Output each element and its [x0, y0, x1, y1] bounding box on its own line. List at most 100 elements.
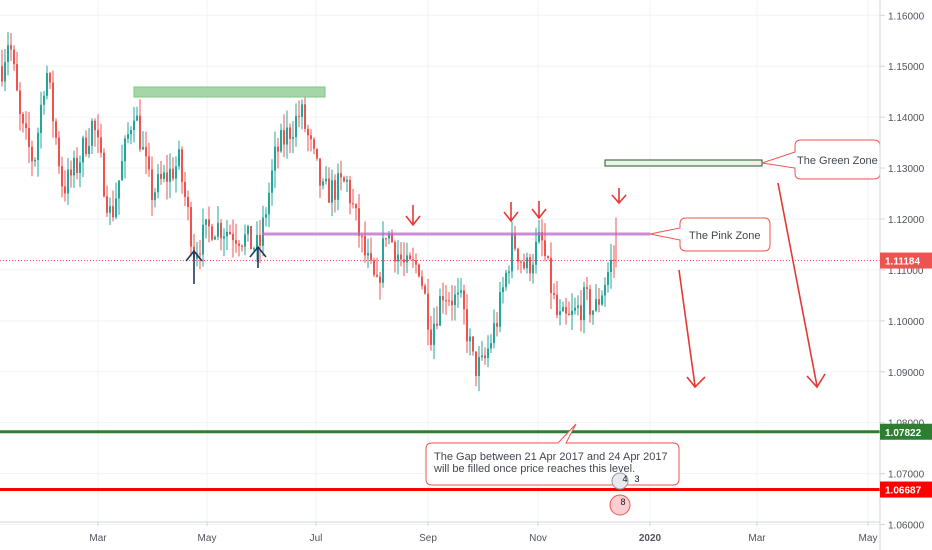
candle-body	[535, 241, 537, 265]
candle-body	[355, 204, 357, 209]
candle-body	[136, 115, 138, 121]
candle-body	[448, 300, 450, 302]
candle-body	[175, 166, 177, 179]
gap-callout-line-2: will be filled once price reaches this l…	[433, 463, 635, 475]
up-arrow-markers	[185, 245, 267, 284]
candle-body	[31, 146, 33, 162]
candle-body	[70, 169, 72, 176]
candle-body	[118, 180, 120, 199]
candle-body	[271, 170, 273, 193]
candle-body	[583, 287, 585, 321]
projection-arrow-1	[678, 269, 706, 389]
candle-body	[34, 160, 36, 162]
candle-body	[298, 116, 300, 118]
candle-body	[259, 235, 261, 246]
candle-body	[472, 336, 474, 352]
candle-body	[100, 137, 102, 153]
y-tick-label: 1.16000	[888, 11, 925, 22]
candle-body	[556, 294, 558, 315]
event-badges[interactable]: 4 3 8	[609, 472, 640, 516]
levels	[0, 260, 880, 492]
candle-body	[565, 307, 567, 314]
candle-body	[226, 231, 228, 237]
y-tick-label: 1.13000	[888, 164, 925, 175]
candle-body	[94, 120, 96, 131]
candle-body	[349, 179, 351, 204]
candle-body	[7, 45, 9, 62]
pink-zone-callout[interactable]: The Pink Zone	[649, 217, 771, 252]
candle-body	[286, 127, 288, 145]
candle-body	[502, 287, 504, 293]
candle-body	[166, 172, 168, 182]
candle-body	[517, 248, 519, 262]
candle-body	[13, 49, 15, 65]
candle-body	[613, 259, 615, 261]
candle-body	[262, 217, 264, 246]
candle-body	[430, 329, 432, 345]
x-tick-label: May	[198, 533, 217, 544]
candle-body	[343, 177, 345, 182]
candle-body	[301, 104, 303, 118]
candle-body	[457, 292, 459, 295]
gap-callout[interactable]: The Gap between 21 Apr 2017 and 24 Apr 2…	[425, 423, 680, 486]
green-zone-label: The Green Zone	[797, 155, 878, 167]
candle-body	[163, 172, 165, 179]
candle-body	[49, 73, 51, 83]
x-tick-label: Jul	[310, 533, 323, 544]
candle-body	[184, 181, 186, 197]
candle-body	[124, 138, 126, 162]
candle-body	[433, 323, 435, 345]
candle-body	[331, 180, 333, 203]
candle-body	[397, 254, 399, 262]
candle-body	[514, 232, 516, 249]
candle-body	[160, 174, 162, 179]
price-tag-label: 1.06687	[885, 486, 922, 497]
candle-body	[169, 168, 171, 182]
candle-body	[121, 161, 123, 181]
green-zone-upper[interactable]	[133, 86, 326, 98]
time-axis[interactable]: Mar May Jul Sep Nov 2020 Mar May	[89, 522, 877, 544]
candle-body	[571, 310, 573, 315]
price-axis[interactable]: 1.060001.070001.080001.090001.100001.110…	[880, 11, 925, 532]
candle-body	[610, 259, 612, 273]
y-tick-label: 1.10000	[888, 317, 925, 328]
candle-body	[22, 114, 24, 124]
price-tag-label: 1.07822	[885, 428, 922, 439]
candle-body	[442, 296, 444, 301]
candle-body	[256, 235, 258, 249]
candle-body	[445, 300, 447, 302]
candle-body	[325, 178, 327, 182]
candle-body	[46, 73, 48, 96]
y-tick-label: 1.14000	[888, 113, 925, 124]
candle-body	[199, 253, 201, 255]
candle-body	[151, 169, 153, 201]
candle-body	[550, 257, 552, 294]
candle-body	[400, 254, 402, 260]
candle-body	[607, 272, 609, 285]
green-zone-right[interactable]	[604, 159, 763, 167]
candle-body	[424, 285, 426, 294]
candles	[1, 31, 617, 392]
candle-body	[439, 296, 441, 326]
green-zone-callout[interactable]: The Green Zone	[761, 139, 881, 180]
candle-body	[181, 149, 183, 182]
candle-body	[82, 137, 84, 163]
candle-body	[1, 66, 3, 82]
event-badge-2	[609, 494, 631, 516]
candle-body	[595, 299, 597, 311]
y-tick-label: 1.12000	[888, 215, 925, 226]
price-tag	[880, 481, 932, 498]
candle-body	[481, 355, 483, 358]
candle-body	[478, 357, 480, 376]
candle-body	[388, 233, 390, 239]
event-badge-text-3: 8	[620, 497, 625, 507]
y-tick-label: 1.09000	[888, 368, 925, 379]
candle-body	[154, 192, 156, 201]
candle-body	[352, 203, 354, 205]
candle-body	[106, 196, 108, 213]
candle-body	[265, 214, 267, 218]
candle-body	[427, 293, 429, 330]
candle-body	[454, 294, 456, 306]
